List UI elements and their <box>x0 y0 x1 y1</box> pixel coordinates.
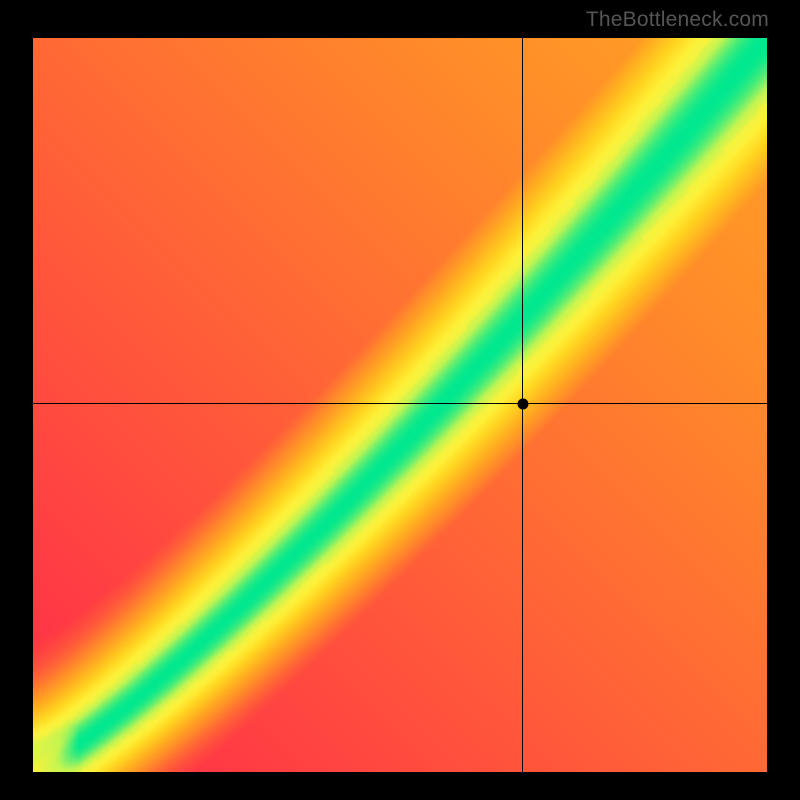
crosshair-marker <box>517 398 528 409</box>
crosshair-horizontal <box>33 403 767 405</box>
watermark-label: TheBottleneck.com <box>586 8 769 32</box>
bottleneck-heatmap <box>33 38 767 772</box>
